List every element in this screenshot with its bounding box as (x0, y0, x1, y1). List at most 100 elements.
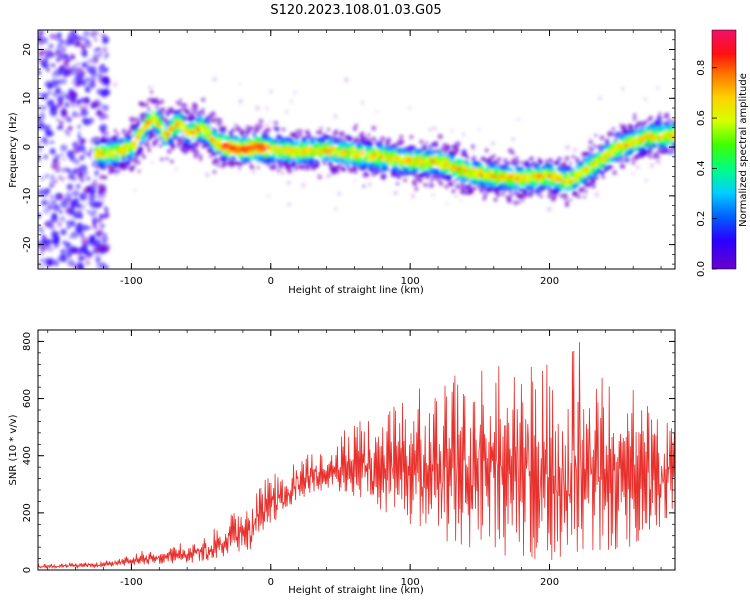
heatmap-cell (135, 159, 141, 165)
heatmap-cell (671, 150, 675, 155)
heatmap-cell (552, 168, 557, 173)
heatmap-cell (265, 106, 269, 111)
heatmap-cell (466, 156, 470, 160)
heatmap-cell (369, 142, 374, 147)
heatmap-cell (587, 182, 592, 188)
heatmap-cell (276, 169, 281, 173)
heatmap-cell (439, 153, 444, 158)
heatmap-cell (39, 175, 45, 181)
heatmap-cell (80, 243, 89, 252)
heatmap-cell (92, 58, 99, 64)
heatmap-cell (83, 186, 90, 194)
heatmap-cell (463, 159, 470, 166)
heatmap-cell (304, 136, 308, 140)
heatmap-cell (269, 148, 273, 152)
heatmap-cell (588, 139, 594, 145)
heatmap-cell (44, 155, 48, 159)
heatmap-cell (351, 140, 356, 145)
heatmap-cell (434, 140, 439, 144)
heatmap-cell (293, 90, 297, 94)
heatmap-cell (48, 204, 54, 210)
heatmap-cell (81, 224, 89, 231)
heatmap-cell (434, 143, 439, 148)
heatmap-cell (93, 179, 97, 183)
snr-x-tick-label: 200 (540, 577, 559, 588)
heatmap-cell (264, 123, 269, 127)
heatmap-cell (90, 33, 95, 38)
snr-x-tick-label: 0 (268, 577, 274, 588)
heatmap-cell (79, 155, 85, 161)
heatmap-cell (588, 136, 591, 139)
heatmap-cell (481, 182, 487, 188)
heatmap-cell (147, 148, 152, 153)
heatmap-cell (468, 163, 473, 167)
heatmap-cell (77, 134, 81, 139)
heatmap-cell (396, 153, 402, 159)
heatmap-cell (509, 192, 514, 197)
heatmap-cell (529, 190, 535, 195)
heatmap-cell (174, 167, 178, 171)
heatmap-cell (169, 137, 174, 142)
heatmap-cell (96, 47, 101, 52)
heatmap-cell (83, 118, 91, 126)
heatmap-cell (61, 46, 67, 52)
heatmap-cell (291, 158, 296, 163)
heatmap-cell (658, 112, 662, 116)
heatmap-cell (354, 123, 358, 127)
heatmap-cell (38, 51, 44, 57)
heatmap-cell (133, 143, 138, 149)
heatmap-cell (99, 262, 107, 269)
heatmap-cell (670, 119, 674, 123)
heatmap-cell (331, 146, 336, 151)
heatmap-cell (633, 129, 637, 133)
heatmap-cell (393, 190, 398, 196)
heatmap-cell (75, 73, 83, 82)
heatmap-cell (590, 183, 596, 189)
heatmap-cell (187, 139, 191, 143)
heatmap-cell (114, 172, 118, 177)
heatmap-cell (82, 151, 88, 157)
heatmap-cell (414, 177, 419, 182)
heatmap-cell (255, 105, 260, 111)
heatmap-cell (620, 159, 624, 163)
heatmap-cell (41, 37, 48, 44)
heatmap-cell (89, 81, 96, 89)
heatmap-cell (649, 149, 653, 154)
heatmap-cell (483, 192, 488, 197)
colorbar-tick-label: 0.6 (696, 110, 707, 126)
heatmap-cell (179, 137, 184, 142)
heatmap-cell (469, 190, 474, 194)
heatmap-cell (409, 151, 414, 157)
heatmap-cell (80, 197, 86, 202)
heatmap-cell (84, 171, 89, 176)
heatmap-cell (416, 167, 420, 171)
heatmap-cell (69, 99, 74, 104)
heatmap-cell (100, 88, 109, 97)
heatmap-cell (78, 266, 83, 269)
heatmap-cell (408, 106, 412, 110)
heatmap-cell (523, 193, 528, 199)
heatmap-cell (198, 154, 203, 159)
heatmap-cell (87, 210, 91, 214)
heatmap-cell (102, 238, 106, 243)
heatmap-cell (400, 139, 405, 145)
heatmap-cell (653, 140, 657, 144)
heatmap-cell (69, 220, 76, 227)
heatmap-cell (70, 203, 77, 209)
heatmap-cell (460, 163, 466, 169)
heatmap-cell (481, 157, 487, 163)
heatmap-cell (249, 126, 255, 131)
heatmap-cell (55, 117, 60, 122)
heatmap-cell (86, 176, 91, 181)
heatmap-cell (631, 160, 636, 165)
heatmap-cell (319, 126, 323, 130)
heatmap-cell (522, 177, 527, 182)
heatmap-cell (43, 48, 52, 57)
heatmap-cell (253, 135, 257, 138)
heatmap-cell (165, 132, 171, 137)
heatmap-cell (54, 154, 61, 161)
heatmap-cell (38, 139, 42, 143)
heatmap-cell (221, 131, 226, 136)
heatmap-cell (583, 166, 586, 170)
heatmap-cell (272, 155, 277, 160)
